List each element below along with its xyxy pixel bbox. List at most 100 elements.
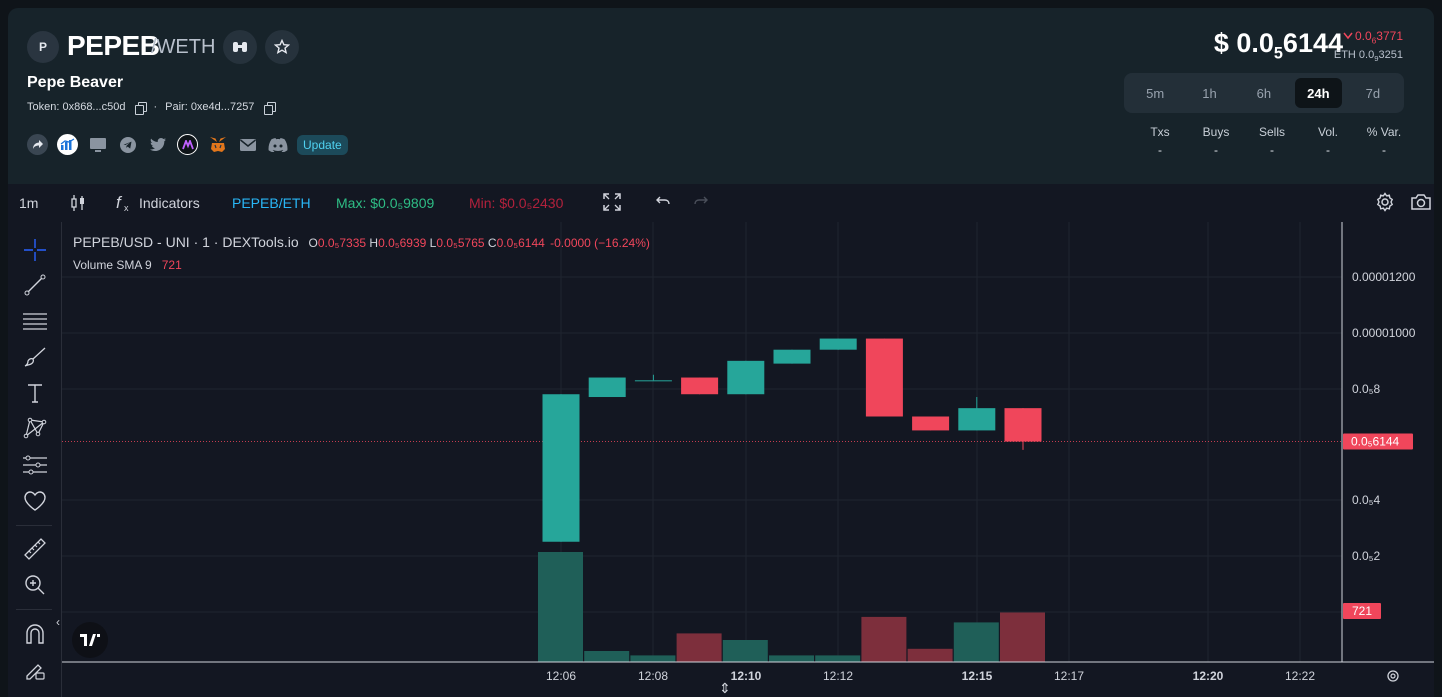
candle-body <box>542 394 580 542</box>
chart-logo-icon[interactable] <box>57 134 78 155</box>
volume-bar <box>769 655 814 662</box>
resize-handle-icon[interactable]: ⇕ <box>719 680 731 696</box>
svg-text:x: x <box>124 203 129 213</box>
time-axis: 12:06 12:08 12:10 12:12 12:15 12:17 12:20 12:22 <box>546 669 1399 683</box>
timeframe-6h[interactable]: 6h <box>1256 85 1272 101</box>
candle-body <box>634 380 672 382</box>
price-tick-label: 0.0₅4 <box>1352 493 1381 507</box>
volume-bar <box>953 622 999 662</box>
volume-bar <box>861 616 907 662</box>
candle-body <box>958 408 996 431</box>
pair-toggle-button[interactable]: PEPEB/ETH <box>232 195 311 211</box>
pencil-lock-icon <box>26 664 45 680</box>
volume-bar <box>1000 612 1045 662</box>
time-tick-label: 12:15 <box>962 669 993 683</box>
fullscreen-button[interactable] <box>603 193 621 214</box>
price-tick-label: 0.0₅2 <box>1352 549 1381 563</box>
interval-button[interactable]: 1m <box>19 195 39 211</box>
stat-txs: Txs - <box>1150 125 1170 157</box>
redo-button[interactable] <box>693 193 709 212</box>
copy-pair-icon[interactable] <box>264 101 277 115</box>
horizontal-lines-tool[interactable] <box>22 308 48 334</box>
time-tick-label: 12:08 <box>638 669 668 683</box>
candle-type-button[interactable] <box>70 193 86 216</box>
trend-line-tool[interactable] <box>22 272 48 298</box>
brush-tool[interactable] <box>22 344 48 370</box>
eth-price: ETH 0.093251 <box>1333 49 1403 64</box>
candles-icon <box>71 195 84 211</box>
stat-sells: Sells - <box>1258 125 1285 157</box>
toolbar-divider <box>16 609 52 610</box>
pattern-icon <box>23 417 47 439</box>
time-tick-label: 12:20 <box>1193 669 1224 683</box>
pattern-tool[interactable] <box>22 415 48 441</box>
crosshair-tool[interactable] <box>22 237 48 263</box>
timeframe-selector: 5m 1h 6h 24h 7d <box>1124 73 1404 113</box>
svg-text:f: f <box>116 193 123 212</box>
last-price-tag-label: 0.0₅6144 <box>1351 435 1400 449</box>
share-icon[interactable] <box>27 134 48 155</box>
stat-variation: % Var. - <box>1366 125 1402 157</box>
time-tick-label: 12:22 <box>1285 669 1315 683</box>
volume-bar <box>630 655 676 662</box>
copy-token-icon[interactable] <box>135 101 148 115</box>
prediction-tool[interactable] <box>22 452 48 478</box>
redo-icon <box>694 196 708 205</box>
timeframe-5m[interactable]: 5m <box>1146 85 1165 101</box>
favorites-tool[interactable] <box>22 488 48 514</box>
update-button[interactable]: Update <box>297 134 348 155</box>
magnet-tool[interactable] <box>22 621 48 647</box>
avatar-icon[interactable] <box>177 134 198 155</box>
price-change: 0.063771 <box>1343 29 1403 45</box>
pair-address: Pair: 0xe4d...7257 <box>165 101 255 113</box>
lock-drawing-tool[interactable] <box>22 657 48 683</box>
telegram-icon[interactable] <box>117 134 138 155</box>
social-links: Update <box>27 134 348 155</box>
ruler-icon <box>24 538 46 560</box>
volume-bar <box>538 552 583 662</box>
favorite-button[interactable] <box>265 30 299 64</box>
ruler-tool[interactable] <box>22 536 48 562</box>
volume-tag <box>1343 603 1381 619</box>
token-logo: P <box>27 31 59 63</box>
pair-quote: /WETH <box>151 36 216 58</box>
website-icon[interactable] <box>87 134 108 155</box>
binoculars-button[interactable] <box>223 30 257 64</box>
undo-icon <box>656 196 670 205</box>
price-tick-label: 0.00001000 <box>1352 326 1416 340</box>
text-tool[interactable] <box>22 380 48 406</box>
prediction-icon <box>23 455 47 475</box>
legend-ohlc: O0.0₅7335 H0.0₅6939 L0.0₅5765 C0.0₅6144 … <box>308 236 650 250</box>
arrow-down-icon <box>1343 32 1353 40</box>
current-price: $ 0.056144 <box>1213 28 1343 63</box>
undo-button[interactable] <box>655 193 671 212</box>
volume-legend: Volume SMA 9 721 <box>73 258 182 272</box>
metamask-icon[interactable] <box>207 134 228 155</box>
chart-settings-icon[interactable] <box>1387 670 1399 682</box>
screenshot-button[interactable] <box>1410 193 1432 214</box>
candle-body <box>865 338 903 417</box>
email-icon[interactable] <box>237 134 258 155</box>
timeframe-24h[interactable]: 24h <box>1295 78 1342 108</box>
timeframe-7d[interactable]: 7d <box>1365 85 1381 101</box>
price-chart[interactable]: 0.00001200 0.00001000 0.0₅8 0.0₅4 0.0₅2 0.0₅6… <box>8 222 1434 697</box>
zoom-tool[interactable] <box>22 572 48 598</box>
discord-icon[interactable] <box>267 134 288 155</box>
time-tick-label: 12:06 <box>546 669 576 683</box>
settings-button[interactable] <box>1375 192 1395 215</box>
max-price-label: Max: $0.0₅9809 <box>336 195 435 211</box>
toolbar-divider <box>16 525 52 526</box>
candle-body <box>588 377 626 398</box>
indicators-button[interactable]: Indicators <box>139 195 200 211</box>
timeframe-1h[interactable]: 1h <box>1202 85 1217 101</box>
gear-icon <box>1376 192 1394 212</box>
twitter-icon[interactable] <box>147 134 168 155</box>
min-price-label: Min: $0.0₅2430 <box>469 195 564 211</box>
tradingview-logo[interactable] <box>72 622 108 658</box>
time-tick-label: 12:10 <box>731 669 762 683</box>
collapse-toolbar-icon[interactable]: ‹ <box>56 615 60 629</box>
binoculars-icon <box>233 42 247 52</box>
candle-body <box>773 349 811 364</box>
